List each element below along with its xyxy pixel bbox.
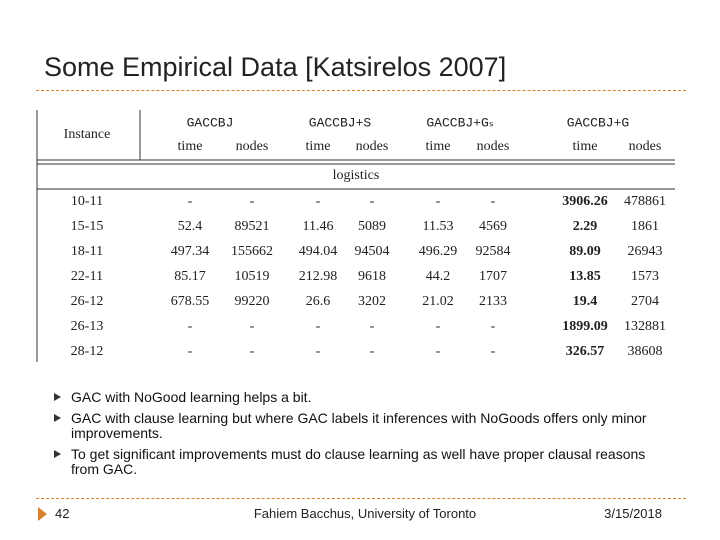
- value-cell: -: [436, 344, 441, 359]
- value-cell: 1899.09: [562, 319, 608, 334]
- instance-cell: 26-13: [71, 319, 104, 334]
- instance-cell: 18-11: [71, 244, 103, 259]
- footer-date: 3/15/2018: [604, 506, 662, 521]
- value-cell: 26.6: [306, 294, 331, 309]
- value-cell: -: [316, 194, 321, 209]
- value-cell: -: [188, 319, 193, 334]
- value-cell: 19.4: [573, 294, 598, 309]
- bullet-item: To get significant improvements must do …: [52, 447, 662, 477]
- value-cell: -: [370, 319, 375, 334]
- slide-title: Some Empirical Data [Katsirelos 2007]: [44, 52, 507, 82]
- value-cell: -: [316, 344, 321, 359]
- value-cell: -: [188, 194, 193, 209]
- value-cell: 85.17: [174, 269, 206, 284]
- value-cell: 10519: [235, 269, 270, 284]
- group-header: GACCBJ: [187, 115, 234, 130]
- value-cell: 5089: [358, 219, 386, 234]
- column-header: nodes: [477, 139, 510, 154]
- footer-author: Fahiem Bacchus, University of Toronto: [253, 506, 477, 521]
- value-cell: -: [491, 194, 496, 209]
- value-cell: 494.04: [299, 244, 338, 259]
- value-cell: 2.29: [573, 219, 598, 234]
- results-table: Instance GACCBJ GACCBJ+S GACCBJ+Gₛ GACCBJ+G t…: [36, 110, 675, 362]
- group-header: GACCBJ+G: [567, 115, 629, 130]
- value-cell: 89.09: [569, 244, 601, 259]
- value-cell: 89521: [235, 219, 270, 234]
- value-cell: 9618: [358, 269, 386, 284]
- value-cell: -: [188, 344, 193, 359]
- value-cell: 678.55: [171, 294, 210, 309]
- value-cell: -: [491, 319, 496, 334]
- value-cell: 11.46: [303, 219, 334, 234]
- bullet-item: GAC with NoGood learning helps a bit.: [52, 390, 662, 405]
- value-cell: 212.98: [299, 269, 338, 284]
- title-rule: [36, 90, 686, 91]
- value-cell: 1707: [479, 269, 507, 284]
- section-label: logistics: [333, 168, 380, 183]
- instance-cell: 22-11: [71, 269, 103, 284]
- value-cell: -: [491, 344, 496, 359]
- value-cell: 92584: [476, 244, 511, 259]
- value-cell: 132881: [624, 319, 666, 334]
- value-cell: 3906.26: [562, 194, 608, 209]
- group-header: GACCBJ+Gₛ: [426, 115, 493, 130]
- value-cell: 2704: [631, 294, 659, 309]
- value-cell: 1573: [631, 269, 659, 284]
- value-cell: -: [316, 319, 321, 334]
- value-cell: -: [370, 344, 375, 359]
- value-cell: -: [436, 194, 441, 209]
- value-cell: 2133: [479, 294, 507, 309]
- value-cell: 11.53: [423, 219, 454, 234]
- value-cell: -: [370, 194, 375, 209]
- value-cell: 155662: [231, 244, 273, 259]
- column-header: time: [306, 139, 331, 154]
- value-cell: 4569: [479, 219, 507, 234]
- value-cell: -: [250, 319, 255, 334]
- value-cell: 38608: [628, 344, 663, 359]
- value-cell: 497.34: [171, 244, 210, 259]
- page-number: 42: [55, 506, 70, 521]
- footer-rule: [36, 498, 686, 499]
- column-header: nodes: [356, 139, 389, 154]
- value-cell: 94504: [355, 244, 390, 259]
- value-cell: 478861: [624, 194, 666, 209]
- instance-cell: 15-15: [71, 219, 104, 234]
- bullet-list: GAC with NoGood learning helps a bit. GAC…: [52, 390, 662, 483]
- value-cell: 1861: [631, 219, 659, 234]
- column-header: time: [426, 139, 451, 154]
- value-cell: 99220: [235, 294, 270, 309]
- bullet-item: GAC with clause learning but where GAC l…: [52, 411, 662, 441]
- value-cell: -: [250, 344, 255, 359]
- instance-cell: 28-12: [71, 344, 104, 359]
- instance-cell: 10-11: [71, 194, 103, 209]
- value-cell: 13.85: [569, 269, 601, 284]
- column-header: time: [178, 139, 203, 154]
- value-cell: 21.02: [422, 294, 454, 309]
- value-cell: 26943: [628, 244, 663, 259]
- value-cell: -: [250, 194, 255, 209]
- column-header: nodes: [629, 139, 662, 154]
- footer-marker: [38, 507, 47, 521]
- column-header: nodes: [236, 139, 269, 154]
- value-cell: 496.29: [419, 244, 458, 259]
- instance-cell: 26-12: [71, 294, 104, 309]
- value-cell: -: [436, 319, 441, 334]
- group-header: GACCBJ+S: [309, 115, 372, 130]
- value-cell: 44.2: [426, 269, 451, 284]
- value-cell: 52.4: [178, 219, 203, 234]
- value-cell: 3202: [358, 294, 386, 309]
- value-cell: 326.57: [566, 344, 605, 359]
- column-header: time: [573, 139, 598, 154]
- instance-header: Instance: [64, 127, 111, 142]
